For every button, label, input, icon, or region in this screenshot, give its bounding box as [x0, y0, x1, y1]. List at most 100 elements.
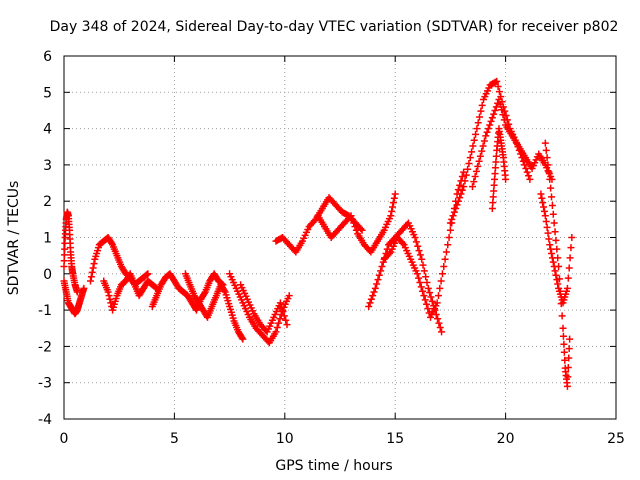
data-point — [543, 154, 551, 162]
data-point — [557, 300, 565, 308]
data-point — [104, 288, 112, 296]
data-point — [458, 186, 466, 194]
data-point — [310, 217, 318, 225]
data-point — [471, 173, 479, 181]
data-point — [549, 258, 557, 266]
y-tick-label: -2 — [38, 339, 52, 355]
data-point — [389, 199, 397, 207]
data-point — [460, 183, 468, 191]
data-point — [423, 300, 431, 308]
data-point — [388, 207, 396, 215]
data-point — [370, 288, 378, 296]
data-point — [438, 270, 446, 278]
data-point — [421, 296, 429, 304]
data-point — [272, 328, 280, 336]
data-point — [385, 249, 393, 257]
data-point — [413, 270, 421, 278]
y-tick-label: 1 — [43, 231, 52, 247]
data-point — [415, 274, 423, 282]
data-point — [238, 334, 246, 342]
data-point — [540, 207, 548, 215]
data-point — [371, 284, 379, 292]
data-point — [428, 297, 436, 305]
y-tick-label: -1 — [38, 303, 52, 319]
data-point — [542, 218, 550, 226]
data-point — [564, 363, 572, 371]
x-tick-label: 5 — [170, 431, 179, 447]
series-sat-p — [537, 190, 576, 307]
data-point — [89, 264, 97, 272]
series-sat-n — [468, 96, 556, 191]
data-point — [453, 201, 461, 209]
data-point — [564, 373, 572, 381]
data-point — [538, 194, 546, 202]
data-point — [435, 319, 443, 327]
data-point — [433, 299, 441, 307]
data-point — [499, 111, 507, 119]
x-tick-label: 25 — [607, 431, 625, 447]
data-point — [418, 255, 426, 263]
data-point — [560, 340, 568, 348]
grid-lines — [64, 56, 616, 419]
data-point — [445, 234, 453, 241]
data-point — [554, 280, 562, 288]
data-point — [420, 267, 428, 275]
data-point — [552, 236, 560, 244]
data-point — [239, 335, 247, 343]
data-point — [554, 254, 562, 262]
data-point — [472, 130, 480, 138]
data-point — [555, 263, 563, 271]
series-sat-j — [314, 190, 399, 256]
data-point — [540, 203, 548, 211]
data-point — [414, 242, 422, 250]
data-point — [446, 226, 454, 234]
series-sat-o — [488, 125, 510, 212]
data-point — [350, 219, 358, 227]
data-point — [545, 168, 553, 176]
data-point — [492, 103, 500, 111]
data-point — [541, 212, 549, 220]
data-point — [490, 110, 498, 118]
data-point — [444, 241, 452, 249]
data-point — [390, 194, 398, 202]
data-point — [378, 263, 386, 271]
data-point — [105, 292, 113, 300]
data-point — [446, 219, 454, 227]
x-axis-label: GPS time / hours — [275, 458, 392, 474]
data-point — [369, 292, 377, 300]
data-point — [537, 190, 545, 198]
data-point — [375, 271, 383, 279]
data-point — [86, 277, 94, 285]
data-point — [476, 113, 484, 121]
data-point — [458, 173, 466, 181]
data-point — [549, 210, 557, 218]
data-point — [548, 249, 556, 257]
y-tick-label: 4 — [43, 122, 52, 138]
data-point — [220, 286, 228, 294]
data-point — [565, 264, 573, 272]
y-tick-label: 2 — [43, 194, 52, 210]
data-point — [280, 312, 288, 320]
data-point — [546, 175, 554, 183]
data-point — [496, 101, 504, 109]
series-sat-d — [100, 270, 161, 314]
data-point — [448, 215, 456, 223]
data-point — [498, 106, 506, 114]
data-point — [558, 312, 566, 320]
data-point — [563, 382, 571, 390]
data-point — [474, 162, 482, 170]
data-point — [279, 308, 287, 316]
data-point — [566, 254, 574, 262]
data-point — [567, 244, 575, 252]
series-sat-g — [226, 270, 293, 347]
data-point — [547, 184, 555, 192]
x-tick-label: 15 — [386, 431, 404, 447]
data-point — [420, 292, 428, 300]
data-point — [367, 295, 375, 303]
data-point — [417, 283, 425, 291]
data-point — [494, 82, 502, 90]
data-point — [552, 271, 560, 279]
data-point — [436, 324, 444, 332]
data-point — [487, 117, 495, 125]
data-point — [442, 248, 450, 256]
